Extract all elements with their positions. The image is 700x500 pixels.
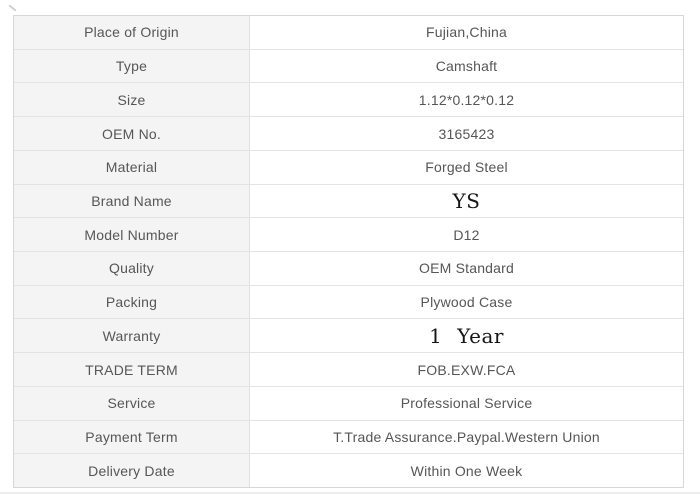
spec-value: Plywood Case [250, 285, 683, 319]
table-row-brand-name: Brand Name YS [14, 184, 683, 219]
spec-value: T.Trade Assurance.Paypal.Western Union [250, 420, 683, 454]
table-row-material: Material Forged Steel [14, 150, 683, 185]
table-row-model-number: Model Number D12 [14, 218, 683, 253]
table-row-packing: Packing Plywood Case [14, 285, 683, 320]
spec-label: OEM No. [14, 117, 250, 150]
spec-value: Fujian,China [250, 16, 683, 49]
spec-value: Within One Week [250, 454, 683, 488]
spec-value: Camshaft [250, 49, 683, 83]
corner-artifact-mark [8, 4, 17, 12]
spec-label: Brand Name [14, 184, 250, 218]
spec-value: OEM Standard [250, 252, 683, 285]
spec-value: 3165423 [250, 117, 683, 150]
spec-label: Place of Origin [14, 16, 250, 49]
spec-label: Material [14, 150, 250, 184]
table-row-place-of-origin: Place of Origin Fujian,China [14, 16, 683, 50]
spec-label: Delivery Date [14, 454, 250, 488]
spec-label: Type [14, 49, 250, 83]
spec-label: Model Number [14, 218, 250, 252]
spec-label: Size [14, 83, 250, 117]
spec-label: Packing [14, 285, 250, 319]
product-spec-table: Place of Origin Fujian,China Type Camsha… [13, 15, 684, 488]
spec-value: 1 Year [250, 319, 683, 353]
bottom-divider-line [0, 492, 700, 494]
table-row-warranty: Warranty 1 Year [14, 319, 683, 354]
table-row-payment-term: Payment Term T.Trade Assurance.Paypal.We… [14, 420, 683, 455]
spec-label: Warranty [14, 319, 250, 353]
table-row-trade-term: TRADE TERM FOB.EXW.FCA [14, 353, 683, 387]
spec-label: TRADE TERM [14, 353, 250, 386]
spec-label: Quality [14, 252, 250, 285]
spec-value: Forged Steel [250, 150, 683, 184]
spec-label: Service [14, 386, 250, 420]
spec-value: FOB.EXW.FCA [250, 353, 683, 386]
spec-value: Professional Service [250, 386, 683, 420]
spec-label: Payment Term [14, 420, 250, 454]
table-row-quality: Quality OEM Standard [14, 252, 683, 286]
table-row-service: Service Professional Service [14, 386, 683, 421]
table-row-oem-no: OEM No. 3165423 [14, 117, 683, 151]
table-row-size: Size 1.12*0.12*0.12 [14, 83, 683, 118]
table-row-type: Type Camshaft [14, 49, 683, 84]
spec-value: 1.12*0.12*0.12 [250, 83, 683, 117]
spec-value: YS [250, 184, 683, 218]
table-row-delivery-date: Delivery Date Within One Week [14, 454, 683, 488]
spec-value: D12 [250, 218, 683, 252]
